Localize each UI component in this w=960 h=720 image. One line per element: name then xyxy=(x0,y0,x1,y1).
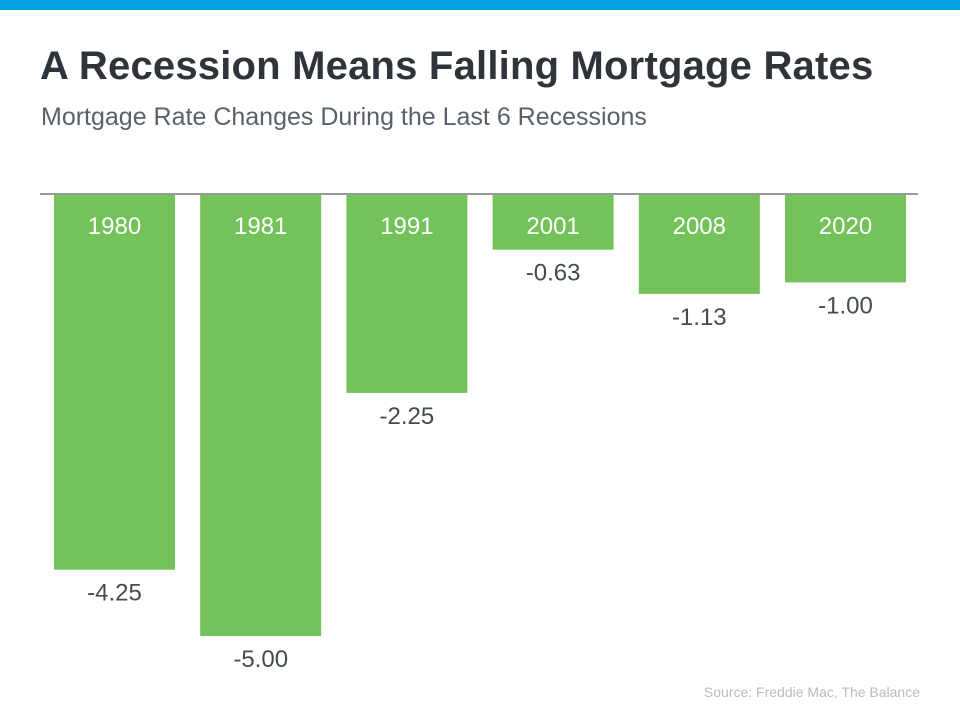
bar-2001 xyxy=(492,195,614,250)
bar-2020 xyxy=(785,195,906,283)
accent-top-bar xyxy=(0,0,960,10)
value-label-2020: -1.00 xyxy=(818,292,873,319)
value-label-1981: -5.00 xyxy=(233,646,288,673)
category-label-2020: 2020 xyxy=(819,213,872,240)
chart-subtitle: Mortgage Rate Changes During the Last 6 … xyxy=(41,103,647,131)
category-label-2001: 2001 xyxy=(526,213,579,240)
category-label-2008: 2008 xyxy=(673,213,726,240)
bar-1980 xyxy=(54,195,175,570)
value-label-1980: -4.25 xyxy=(87,580,142,607)
value-label-2008: -1.13 xyxy=(672,304,727,331)
category-label-1991: 1991 xyxy=(380,213,433,240)
bar-2008 xyxy=(638,195,760,294)
value-label-1991: -2.25 xyxy=(380,403,435,430)
bar-1981 xyxy=(200,195,322,636)
category-label-1980: 1980 xyxy=(88,213,141,240)
bar-1991 xyxy=(346,195,468,393)
value-label-2001: -0.63 xyxy=(526,260,581,287)
chart-title: A Recession Means Falling Mortgage Rates xyxy=(40,44,874,88)
source-note: Source: Freddie Mac, The Balance xyxy=(703,684,920,700)
category-label-1981: 1981 xyxy=(234,213,287,240)
